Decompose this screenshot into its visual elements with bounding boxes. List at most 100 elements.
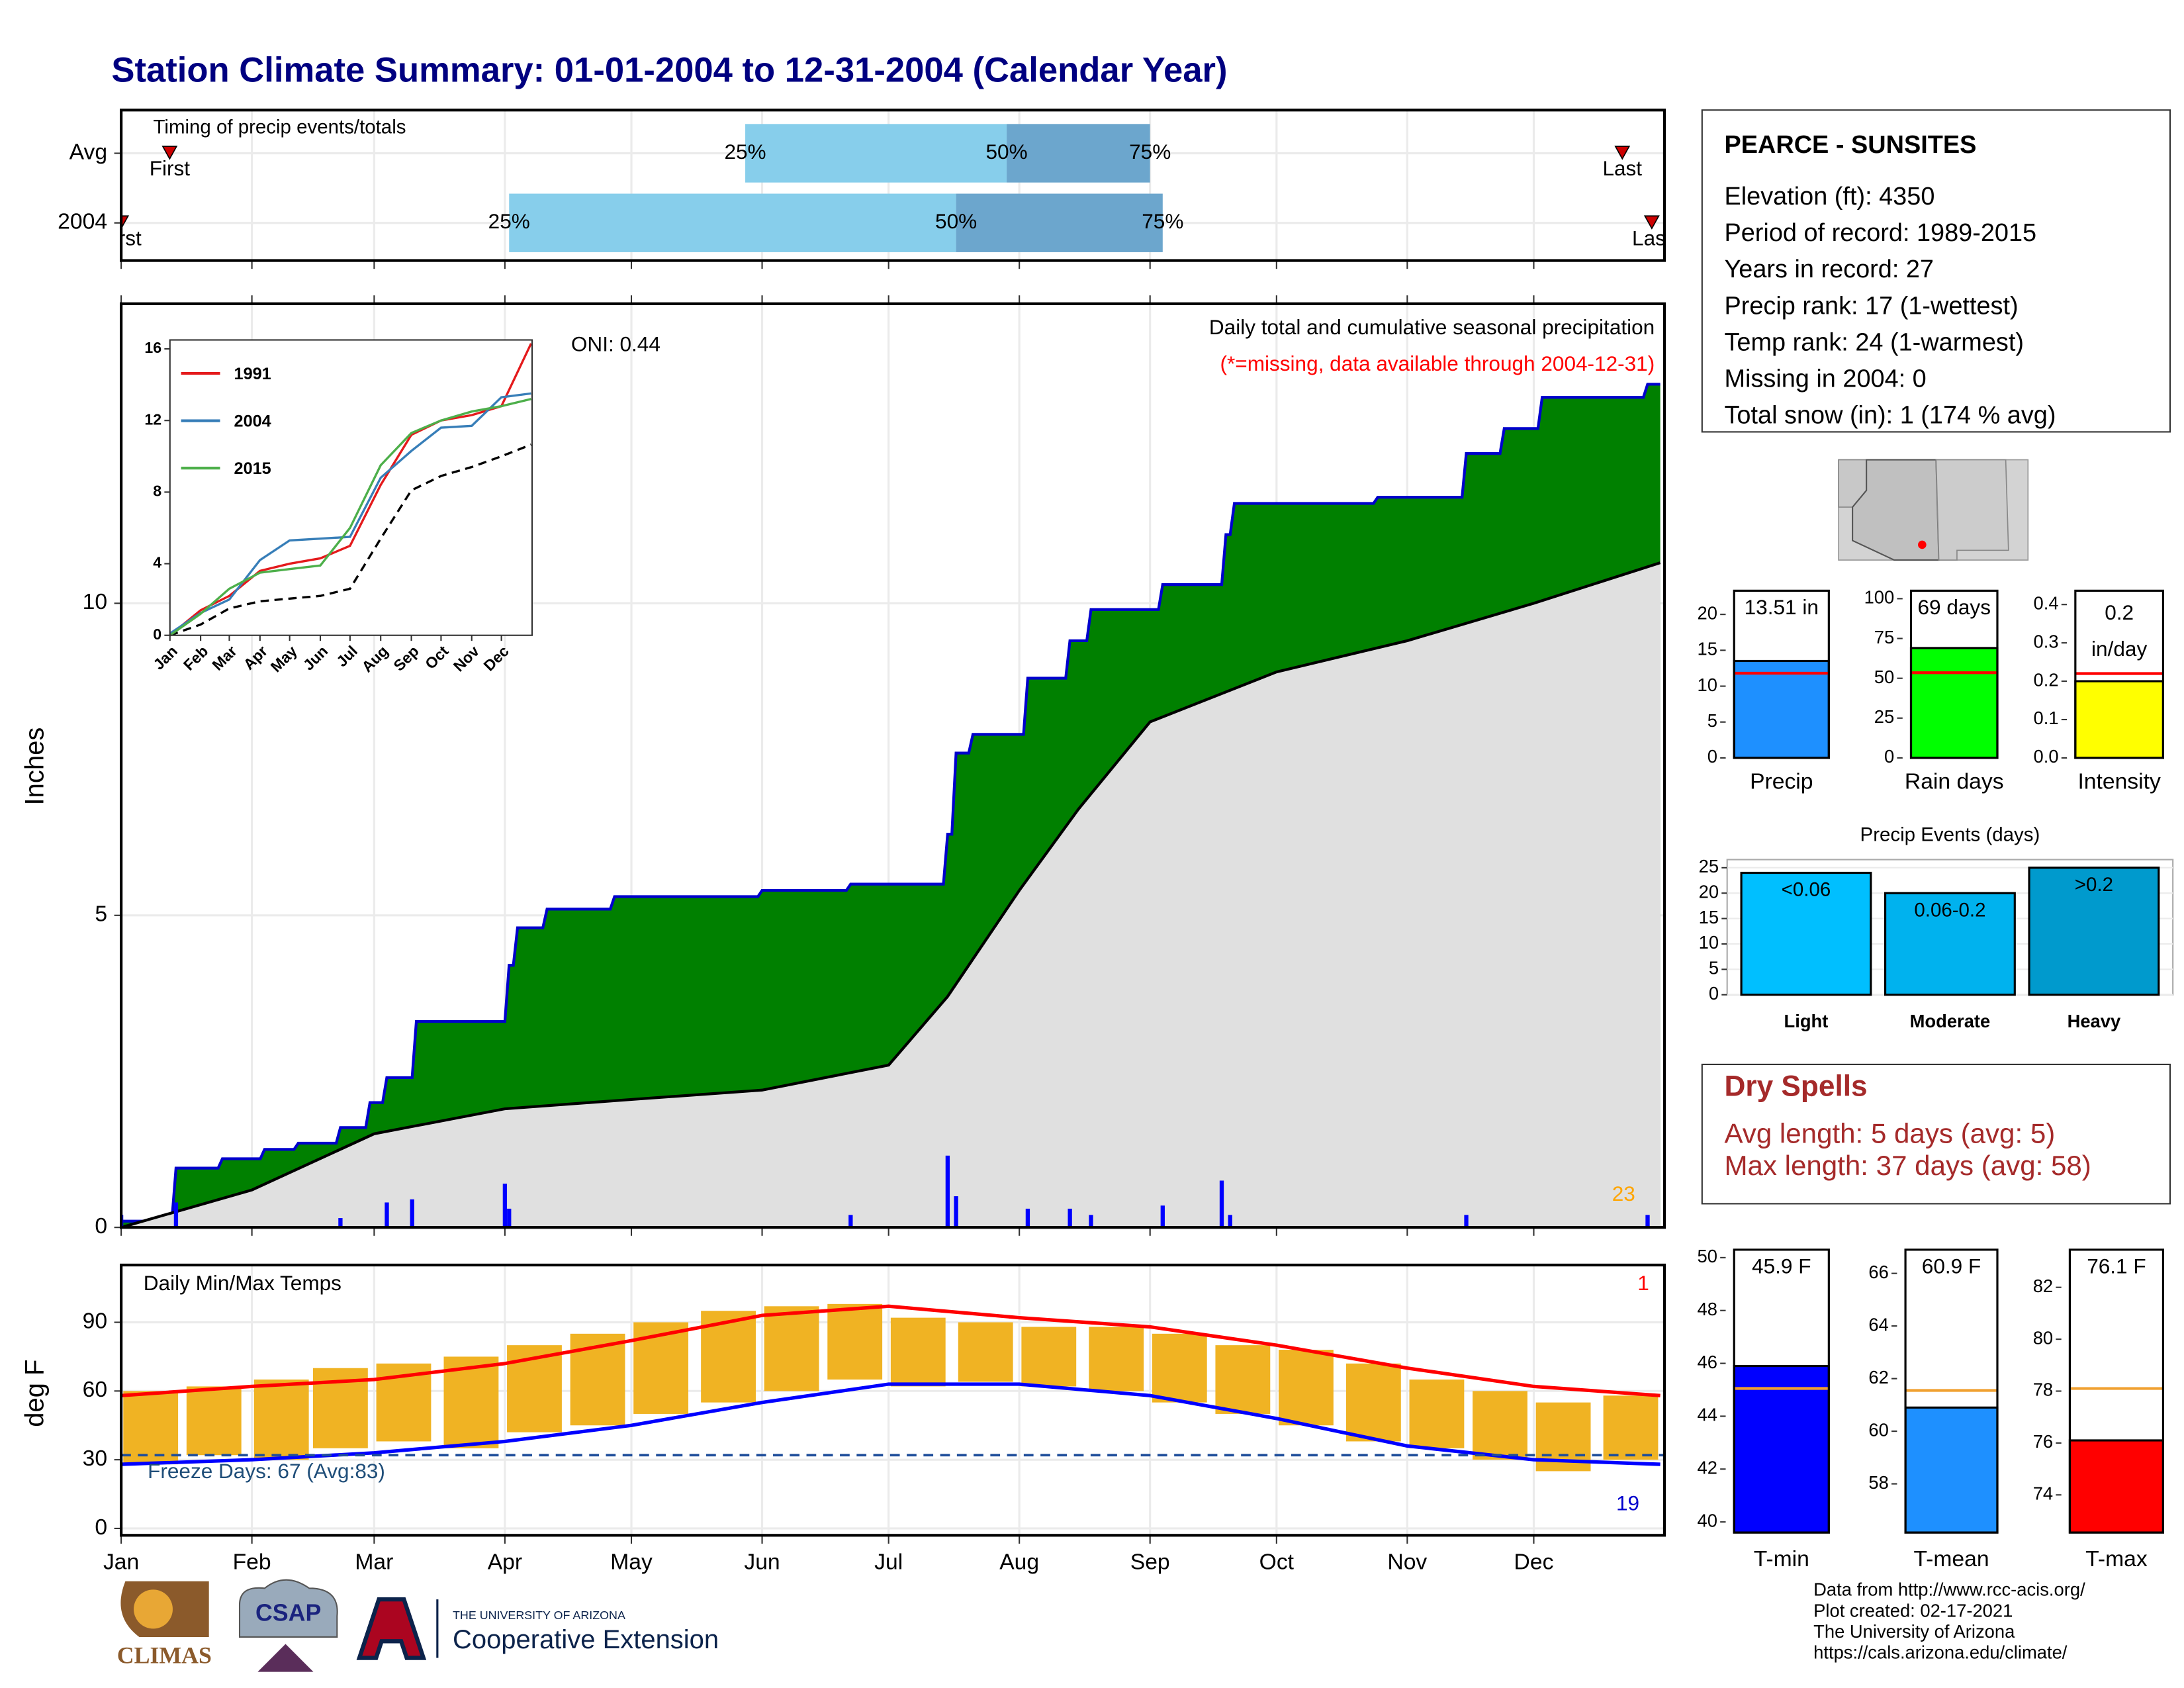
locator-map — [1838, 459, 2029, 561]
bar-text: <0.06 — [1782, 879, 1831, 901]
daily-bar — [507, 1208, 512, 1228]
series-line — [169, 398, 531, 637]
bar — [2074, 680, 2165, 759]
y-axis-label: Inches — [20, 727, 49, 806]
temp-range-bar — [186, 1386, 242, 1456]
event-label: First — [101, 226, 142, 250]
y-tick-label: 50 — [1874, 667, 1894, 687]
bar — [1904, 1406, 1999, 1534]
y-tick-label: 74 — [2033, 1483, 2053, 1504]
y-tick-label: 90 — [83, 1309, 107, 1333]
quartile-bar — [745, 124, 1007, 183]
y-tick-label: 12 — [144, 410, 161, 428]
bar — [2028, 867, 2160, 996]
corner-label: 23 — [1612, 1182, 1635, 1205]
event-marker — [161, 146, 178, 160]
y-tick-label: 20 — [1699, 881, 1719, 902]
bar-text: 0.06-0.2 — [1914, 899, 1985, 921]
logo-text: Cooperative Extension — [453, 1625, 719, 1654]
y-tick-label: 4 — [153, 554, 161, 571]
station-name: PEARCE - SUNSITES — [1724, 131, 1976, 159]
y-tick-label: 100 — [1864, 587, 1895, 608]
station-info: Elevation (ft): 4350 — [1724, 183, 1934, 211]
category-label: T-min — [1754, 1547, 1809, 1571]
event-marker — [1614, 146, 1631, 160]
y-tick-label: 0.2 — [2034, 669, 2059, 690]
event-marker — [121, 215, 130, 230]
y-tick-label: 8 — [153, 482, 161, 499]
quartile-label: 25% — [488, 209, 530, 233]
timing-plot: 25% 50% 75% First Last 25% 50% 75% First Last — [101, 110, 1664, 261]
corner-label: 1 — [1637, 1271, 1649, 1295]
logo-text: THE UNIVERSITY OF ARIZONA — [453, 1609, 625, 1622]
x-tick-label: Jun — [744, 1550, 780, 1574]
x-tick-label: Jan — [103, 1550, 139, 1574]
logo-shape — [356, 1597, 427, 1660]
value-label: 76.1 F — [2087, 1254, 2146, 1278]
y-tick-label: 44 — [1698, 1405, 1717, 1425]
daily-bar — [954, 1196, 958, 1228]
quartile-label: 75% — [1129, 140, 1171, 164]
category-label: T-mean — [1913, 1547, 1989, 1571]
bar — [1733, 1364, 1830, 1534]
logo-shape — [238, 1579, 338, 1638]
legend-label: 2015 — [234, 459, 271, 478]
quartile-label: 50% — [985, 140, 1027, 164]
x-tick-label: May — [610, 1550, 653, 1574]
inset-bg — [169, 340, 532, 635]
y-tick-label: 82 — [2033, 1276, 2053, 1296]
y-tick-label: 75 — [1874, 627, 1894, 647]
dry-spells-title: Dry Spells — [1724, 1070, 1867, 1102]
y-tick-label: 0 — [1709, 983, 1719, 1004]
temp-range-bar — [764, 1306, 819, 1391]
y-tick-label: 0 — [153, 626, 161, 643]
page-title: Station Climate Summary: 01-01-2004 to 1… — [111, 50, 1227, 89]
x-tick-label: Aug — [999, 1550, 1039, 1574]
average-line — [169, 444, 532, 637]
dry-spells-box — [1701, 1063, 2171, 1205]
cumulative-line — [121, 383, 1661, 1223]
y-tick-label: 0 — [95, 1515, 107, 1540]
panel-frame — [119, 109, 1666, 262]
quartile-label: 50% — [935, 209, 977, 233]
daily-bar — [173, 1202, 179, 1228]
category-label: Rain days — [1905, 770, 2004, 794]
event-marker — [1643, 215, 1660, 230]
legend-label: 2004 — [234, 412, 271, 430]
temp-range-bar — [1603, 1395, 1659, 1460]
bar — [1909, 647, 1999, 759]
y-tick-label: 5 — [95, 902, 107, 927]
panel-title: Precip Events (days) — [1860, 824, 2040, 846]
y-tick-label: 0.0 — [2034, 746, 2059, 767]
y-tick-label: 80 — [2033, 1327, 2053, 1348]
x-tick-label: Sep — [1130, 1550, 1170, 1574]
mini-frame — [2074, 589, 2165, 759]
category-label: Moderate — [1910, 1011, 1991, 1031]
temp-range-bar — [1152, 1333, 1207, 1403]
y-tick-label: 48 — [1698, 1299, 1717, 1319]
corner-label: 19 — [1616, 1491, 1639, 1515]
series-line — [169, 343, 532, 637]
temp-range-bar — [958, 1322, 1013, 1382]
y-tick-label: 30 — [83, 1446, 107, 1471]
x-tick-label: Apr — [488, 1550, 522, 1574]
daily-bar — [1219, 1180, 1224, 1228]
footer-line: https://cals.arizona.edu/climate/ — [1813, 1642, 2068, 1662]
daily-bar — [385, 1202, 389, 1228]
y-tick-label: 60 — [1868, 1419, 1888, 1440]
value-label: 13.51 in — [1745, 595, 1819, 619]
x-tick-label: Jul — [874, 1550, 903, 1574]
y-tick-label: 0.4 — [2034, 592, 2059, 613]
y-tick-label: 0 — [1884, 746, 1894, 767]
quartile-label: 25% — [724, 140, 766, 164]
logo-ua — [356, 1597, 439, 1660]
station-info: Precip rank: 17 (1-wettest) — [1724, 292, 2018, 320]
y-tick-label: 78 — [2033, 1380, 2053, 1400]
daily-bar — [1068, 1208, 1072, 1228]
inset-frame — [169, 339, 533, 636]
daily-bar — [502, 1184, 508, 1228]
temp-range-bar — [443, 1356, 499, 1448]
station-info: Total snow (in): 1 (174 % avg) — [1724, 402, 2056, 430]
